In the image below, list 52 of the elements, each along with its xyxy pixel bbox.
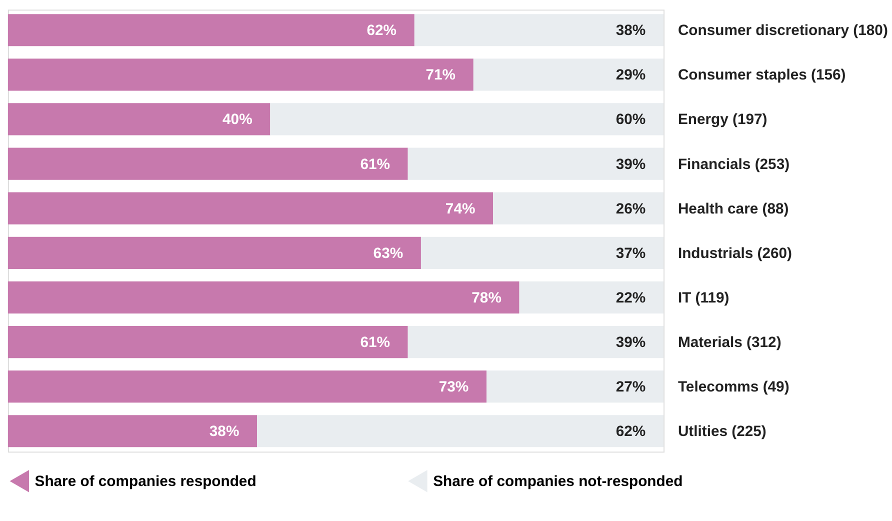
bar [8,148,408,180]
data-label: 61% [360,156,390,173]
data-label: 60% [616,112,646,128]
data-label: 39% [616,334,646,351]
bar [8,103,270,136]
y-tick-label: Materials (312) [678,334,782,351]
bar [473,58,664,91]
y-tick-label: Consumer discretionary (180) [678,23,888,40]
bar [8,415,258,448]
data-label: 39% [616,156,646,173]
data-label: 22% [616,290,646,306]
bar [270,103,664,136]
data-label: 73% [438,380,469,396]
bar [486,370,664,403]
bar [257,415,664,448]
y-tick-label: Health care (88) [678,201,789,218]
bar [8,236,421,269]
y-tick-label: Industrials (260) [678,246,792,262]
bar [408,326,664,358]
y-tick-label: IT (119) [678,290,730,306]
y-tick-label: Energy (197) [678,112,768,128]
data-label: 38% [209,424,240,440]
data-label: 61% [360,334,390,351]
data-label: 37% [616,246,646,262]
bar [519,281,664,314]
bar [493,192,664,224]
bar [8,281,520,314]
bar [414,14,664,46]
y-tick-label: Utlities (225) [678,424,766,440]
bar [8,58,474,91]
legend-label: Share of companies responded [34,474,256,490]
bar [420,236,664,269]
data-label: 29% [616,68,646,84]
y-tick-label: Financials (253) [678,156,790,173]
legend-label: Share of companies not-responded [433,474,683,490]
bar [8,326,408,358]
y-tick-label: Telecomms (49) [678,380,790,396]
data-label: 38% [616,23,646,40]
data-label: 74% [445,201,476,218]
data-label: 62% [616,424,646,440]
data-label: 78% [472,290,502,306]
bar [8,370,487,403]
y-tick-label: Consumer staples (156) [678,68,846,84]
data-label: 62% [366,23,397,40]
data-label: 63% [373,246,404,262]
data-label: 40% [222,112,252,128]
data-label: 26% [616,201,646,218]
bar [8,14,414,46]
bar [8,192,494,224]
data-label: 71% [426,68,456,84]
bar [408,148,664,180]
data-label: 27% [616,380,646,396]
